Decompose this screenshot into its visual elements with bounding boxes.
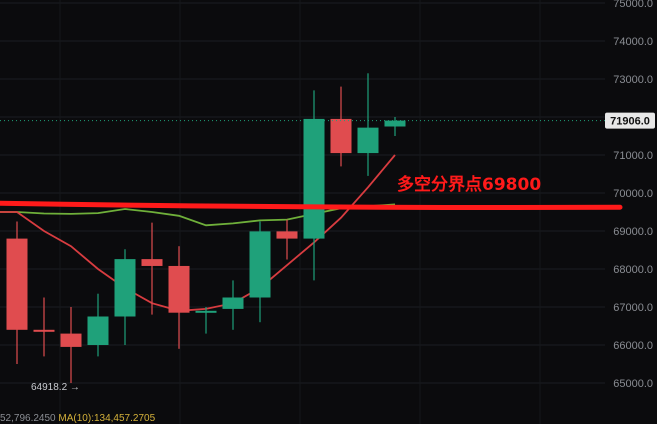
candle-body — [33, 329, 55, 332]
candle-body — [87, 316, 109, 345]
price-axis: 75000.074000.073000.072000.071000.070000… — [613, 0, 653, 390]
y-tick-label: 69000.0 — [613, 226, 653, 238]
ma-green-line — [0, 203, 396, 227]
y-tick-label: 70000.0 — [613, 188, 653, 200]
candle-body — [384, 120, 406, 127]
support-line — [0, 200, 623, 210]
candles — [6, 73, 406, 383]
candle-body — [195, 310, 217, 313]
y-tick-label: 67000.0 — [613, 302, 653, 314]
candle-body — [357, 127, 379, 154]
volume-value: 52,796.2450 — [0, 413, 56, 424]
low-price-label: 64918.2 → — [31, 382, 80, 393]
y-tick-label: 74000.0 — [613, 36, 653, 48]
current-price-tag — [605, 112, 655, 129]
candle-body — [141, 259, 163, 266]
candle-body — [330, 118, 352, 154]
candle-body — [60, 333, 82, 347]
grid-lines — [0, 0, 605, 424]
support-annotation: 多空分界点69800 — [397, 174, 541, 195]
y-tick-label: 71000.0 — [613, 150, 653, 162]
candle-body — [222, 297, 244, 309]
candle-body — [303, 118, 325, 239]
current-price-label: 71906.0 — [610, 116, 650, 128]
volume-info: 52,796.2450 MA(10):134,457.2705 — [0, 413, 155, 424]
y-tick-label: 66000.0 — [613, 340, 653, 352]
annotations: 71906.0 多空分界点69800 64918.2 → — [0, 112, 655, 393]
y-tick-label: 73000.0 — [613, 74, 653, 86]
y-tick-label: 68000.0 — [613, 264, 653, 276]
y-tick-label: 65000.0 — [613, 378, 653, 390]
moving-averages — [0, 154, 396, 312]
candle-body — [114, 259, 136, 317]
ma-red-line — [0, 154, 396, 312]
candle-body — [276, 231, 298, 239]
y-tick-label: 75000.0 — [613, 0, 653, 10]
candle-body — [249, 231, 271, 298]
candle-body — [6, 238, 28, 330]
candle-body — [168, 265, 190, 313]
volume-ma-value: MA(10):134,457.2705 — [58, 413, 156, 424]
